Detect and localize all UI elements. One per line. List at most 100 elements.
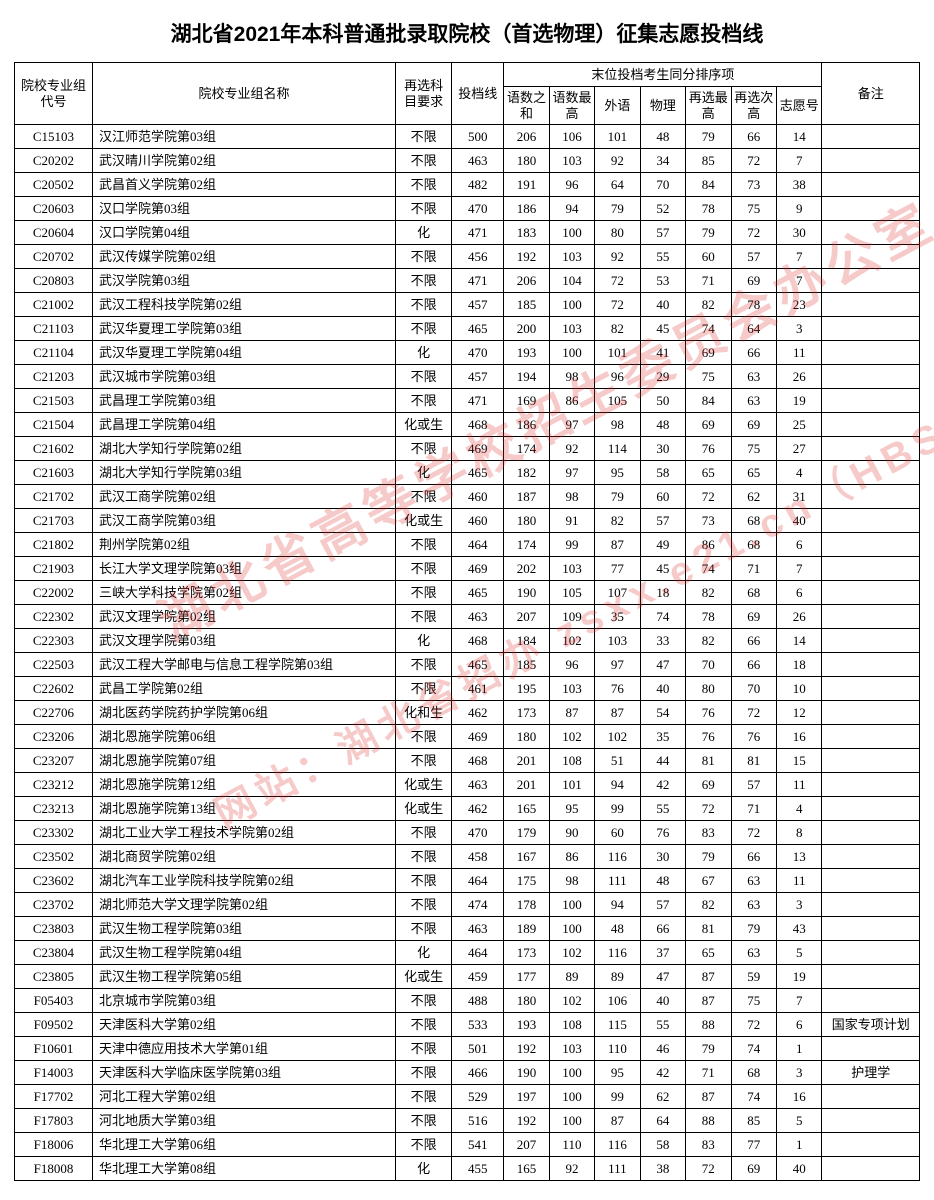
cell-s5: 79 xyxy=(686,125,731,149)
col-note: 备注 xyxy=(822,63,920,125)
cell-s3: 87 xyxy=(595,1109,640,1133)
cell-line: 455 xyxy=(452,1157,504,1181)
table-row: F17702河北工程大学第02组不限5291971009962877416 xyxy=(15,1085,920,1109)
table-row: C22706湖北医药学院药护学院第06组化和生46217387875476721… xyxy=(15,701,920,725)
cell-s5: 81 xyxy=(686,917,731,941)
cell-req: 不限 xyxy=(396,1037,452,1061)
cell-code: C23804 xyxy=(15,941,93,965)
cell-line: 465 xyxy=(452,461,504,485)
cell-s7: 7 xyxy=(776,269,821,293)
cell-s6: 72 xyxy=(731,221,776,245)
cell-s6: 81 xyxy=(731,749,776,773)
cell-s7: 40 xyxy=(776,1157,821,1181)
cell-s6: 65 xyxy=(731,461,776,485)
cell-s4: 34 xyxy=(640,149,685,173)
cell-s5: 79 xyxy=(686,221,731,245)
cell-line: 457 xyxy=(452,365,504,389)
cell-s6: 69 xyxy=(731,1157,776,1181)
cell-s3: 72 xyxy=(595,269,640,293)
table-row: F14003天津医科大学临床医学院第03组不限46619010095427168… xyxy=(15,1061,920,1085)
cell-s5: 83 xyxy=(686,821,731,845)
cell-code: C21203 xyxy=(15,365,93,389)
cell-s6: 74 xyxy=(731,1037,776,1061)
cell-s2: 100 xyxy=(549,893,594,917)
cell-s6: 71 xyxy=(731,557,776,581)
cell-s2: 90 xyxy=(549,821,594,845)
cell-s1: 192 xyxy=(504,245,549,269)
cell-s6: 79 xyxy=(731,917,776,941)
cell-note: 国家专项计划 xyxy=(822,1013,920,1037)
cell-req: 不限 xyxy=(396,653,452,677)
cell-s6: 70 xyxy=(731,677,776,701)
cell-s3: 99 xyxy=(595,797,640,821)
cell-s4: 55 xyxy=(640,245,685,269)
table-row: C23804武汉生物工程学院第04组化4641731021163765635 xyxy=(15,941,920,965)
cell-note xyxy=(822,557,920,581)
cell-s1: 187 xyxy=(504,485,549,509)
table-row: C21503武昌理工学院第03组不限4711698610550846319 xyxy=(15,389,920,413)
cell-s7: 14 xyxy=(776,629,821,653)
cell-s3: 97 xyxy=(595,653,640,677)
table-row: C21603湖北大学知行学院第03组化46518297955865654 xyxy=(15,461,920,485)
cell-s5: 76 xyxy=(686,437,731,461)
cell-s6: 75 xyxy=(731,437,776,461)
cell-note xyxy=(822,293,920,317)
cell-s7: 12 xyxy=(776,701,821,725)
cell-s4: 40 xyxy=(640,293,685,317)
cell-name: 武汉文理学院第02组 xyxy=(92,605,395,629)
cell-s4: 52 xyxy=(640,197,685,221)
cell-s6: 69 xyxy=(731,269,776,293)
cell-s1: 201 xyxy=(504,773,549,797)
cell-note: 护理学 xyxy=(822,1061,920,1085)
cell-s6: 74 xyxy=(731,1085,776,1109)
cell-s1: 178 xyxy=(504,893,549,917)
cell-s7: 4 xyxy=(776,461,821,485)
cell-note xyxy=(822,941,920,965)
cell-s4: 30 xyxy=(640,845,685,869)
cell-s4: 48 xyxy=(640,413,685,437)
cell-name: 北京城市学院第03组 xyxy=(92,989,395,1013)
cell-s6: 66 xyxy=(731,341,776,365)
cell-name: 华北理工大学第06组 xyxy=(92,1133,395,1157)
cell-s3: 82 xyxy=(595,317,640,341)
cell-s2: 100 xyxy=(549,293,594,317)
cell-s2: 86 xyxy=(549,389,594,413)
cell-s1: 207 xyxy=(504,1133,549,1157)
cell-s5: 81 xyxy=(686,749,731,773)
cell-s6: 62 xyxy=(731,485,776,509)
cell-s1: 173 xyxy=(504,701,549,725)
cell-s1: 207 xyxy=(504,605,549,629)
cell-code: C21503 xyxy=(15,389,93,413)
cell-code: C23502 xyxy=(15,845,93,869)
cell-s7: 5 xyxy=(776,941,821,965)
cell-line: 471 xyxy=(452,389,504,413)
cell-s4: 54 xyxy=(640,701,685,725)
cell-line: 460 xyxy=(452,509,504,533)
col-tiegroup: 末位投档考生同分排序项 xyxy=(504,63,822,87)
cell-s1: 165 xyxy=(504,1157,549,1181)
cell-s6: 68 xyxy=(731,509,776,533)
cell-s1: 175 xyxy=(504,869,549,893)
cell-s1: 190 xyxy=(504,1061,549,1085)
cell-name: 武汉工商学院第03组 xyxy=(92,509,395,533)
cell-s4: 33 xyxy=(640,629,685,653)
cell-name: 荆州学院第02组 xyxy=(92,533,395,557)
cell-s2: 101 xyxy=(549,773,594,797)
cell-line: 465 xyxy=(452,581,504,605)
cell-req: 不限 xyxy=(396,725,452,749)
cell-s2: 97 xyxy=(549,461,594,485)
cell-note xyxy=(822,989,920,1013)
cell-s3: 105 xyxy=(595,389,640,413)
cell-s5: 76 xyxy=(686,725,731,749)
cell-s4: 42 xyxy=(640,773,685,797)
table-row: C20202武汉晴川学院第02组不限463180103923485727 xyxy=(15,149,920,173)
cell-s3: 82 xyxy=(595,509,640,533)
page-container: 湖北省高等学校招生委员会办公室 网站：湖北省招办 zsxx.e21.cn（HBS… xyxy=(0,0,934,1195)
cell-note xyxy=(822,197,920,221)
cell-s7: 6 xyxy=(776,533,821,557)
cell-s6: 63 xyxy=(731,941,776,965)
cell-req: 不限 xyxy=(396,533,452,557)
cell-s2: 102 xyxy=(549,941,594,965)
cell-note xyxy=(822,509,920,533)
cell-name: 武汉学院第03组 xyxy=(92,269,395,293)
